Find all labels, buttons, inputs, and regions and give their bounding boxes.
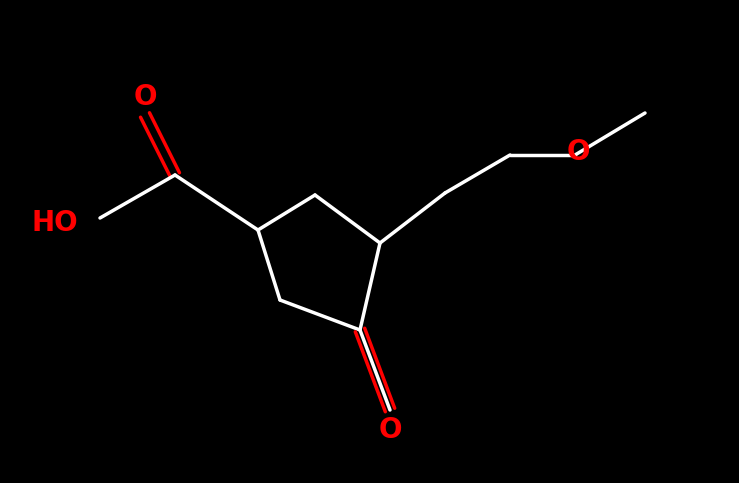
Text: O: O bbox=[133, 83, 157, 111]
Text: O: O bbox=[566, 138, 590, 166]
Text: O: O bbox=[378, 416, 402, 444]
Text: HO: HO bbox=[31, 209, 78, 237]
